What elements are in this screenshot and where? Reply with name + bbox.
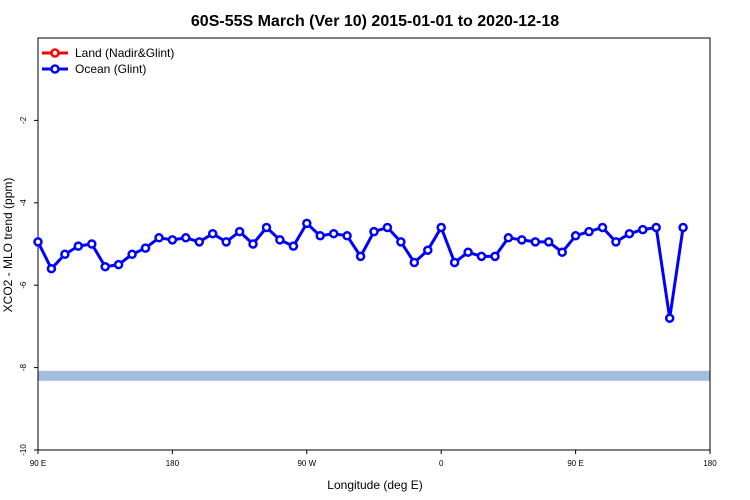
- data-point: [651, 222, 661, 233]
- data-point: [678, 222, 688, 233]
- data-point: [167, 235, 178, 245]
- plot-frame: [37, 37, 711, 451]
- plot-layer: -10 -8 -6 -4 -2 90 E 180 90 W 0 90 E 180 Land (Nadi…: [19, 37, 717, 468]
- x-tick-label: 180: [166, 459, 180, 468]
- y-tick-label: -8: [19, 363, 28, 371]
- y-tick-label: -10: [19, 444, 28, 456]
- chart-title: 60S-55S March (Ver 10) 2015-01-01 to 202…: [191, 13, 559, 30]
- x-tick-label: 0: [439, 459, 444, 468]
- data-point: [409, 257, 420, 268]
- data-point: [664, 313, 675, 323]
- legend-marker: [50, 48, 60, 58]
- data-point: [597, 222, 608, 233]
- data-point: [33, 237, 43, 247]
- data-point: [449, 257, 460, 268]
- data-point: [638, 224, 648, 235]
- legend-label: Land (Nadir&Glint): [75, 46, 174, 60]
- data-point: [490, 251, 500, 262]
- data-point: [194, 237, 205, 247]
- data-point: [624, 228, 635, 239]
- data-point: [275, 235, 285, 245]
- data-point: [355, 251, 366, 262]
- data-point: [584, 226, 594, 237]
- reference-band: [38, 370, 710, 381]
- data-point: [248, 239, 258, 249]
- y-tick-label: -4: [19, 199, 28, 207]
- data-point: [60, 249, 70, 260]
- legend-label: Ocean (Glint): [75, 62, 146, 76]
- data-point: [140, 243, 151, 253]
- series-line: [36, 221, 685, 320]
- data-point: [87, 239, 97, 249]
- data-point: [154, 233, 164, 243]
- data-point: [221, 237, 231, 247]
- data-point: [46, 263, 57, 274]
- data-point: [315, 231, 325, 241]
- data-point: [342, 231, 352, 241]
- y-tick-label: -2: [19, 116, 28, 124]
- data-point: [261, 222, 272, 233]
- legend-marker: [50, 64, 60, 74]
- x-axis-label: Longitude (deg E): [327, 478, 422, 492]
- data-point: [127, 249, 137, 260]
- y-tick-label: -6: [19, 281, 28, 289]
- x-tick-label: 90 W: [297, 459, 316, 468]
- data-point: [181, 233, 191, 243]
- data-point: [463, 247, 473, 257]
- data-point: [396, 237, 406, 247]
- data-point: [207, 228, 218, 239]
- x-tick-label: 180: [703, 459, 717, 468]
- data-point: [369, 226, 379, 237]
- data-point: [570, 231, 581, 241]
- data-point: [423, 245, 433, 255]
- data-point: [476, 251, 487, 262]
- x-tick-label: 90 E: [30, 459, 46, 468]
- x-tick-label: 90 E: [567, 459, 583, 468]
- data-point: [73, 241, 84, 251]
- data-point: [517, 235, 527, 245]
- data-point: [302, 218, 312, 229]
- data-point: [611, 237, 621, 247]
- data-point: [328, 228, 339, 239]
- data-point: [100, 261, 110, 272]
- data-point: [543, 237, 554, 247]
- data-point: [288, 241, 299, 251]
- data-point: [234, 226, 245, 237]
- data-point: [113, 259, 124, 270]
- data-point: [503, 233, 514, 243]
- y-axis-label: XCO2 - MLO trend (ppm): [1, 178, 15, 313]
- data-point: [557, 247, 567, 257]
- data-point: [382, 222, 393, 233]
- data-point: [436, 222, 446, 233]
- data-point: [530, 237, 541, 247]
